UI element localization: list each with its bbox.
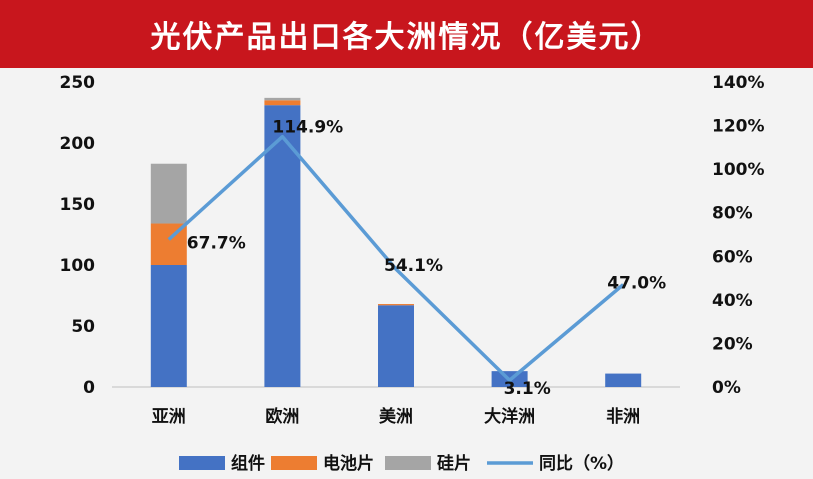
legend-label: 组件 (231, 453, 265, 474)
y2-tick-label: 100% (712, 160, 765, 180)
y-tick-label: 100 (60, 256, 96, 276)
y-tick-label: 0 (83, 378, 95, 398)
yoy-data-label: 114.9% (272, 118, 343, 138)
yoy-data-label: 47.0% (607, 274, 666, 294)
legend-swatch (385, 456, 431, 470)
y2-tick-label: 140% (712, 73, 765, 93)
bar-cells (378, 304, 414, 306)
bar-wafers (150, 163, 187, 224)
y2-tick-label: 80% (712, 204, 753, 224)
bar-components (150, 265, 187, 387)
chart-title: 光伏产品出口各大洲情况（亿美元） (150, 20, 663, 55)
yoy-data-label: 3.1% (504, 379, 551, 399)
legend-label: 电池片 (323, 453, 374, 474)
title-bar: 光伏产品出口各大洲情况（亿美元） (0, 0, 813, 68)
y-tick-label: 50 (71, 317, 95, 337)
legend-label: 同比（%） (539, 453, 624, 474)
bar-components (378, 305, 414, 387)
bar-cells (264, 100, 301, 106)
legend-label: 硅片 (437, 453, 471, 474)
yoy-line (167, 134, 625, 382)
category-label: 亚洲 (152, 407, 186, 427)
y-tick-label: 200 (60, 134, 96, 154)
y2-tick-label: 20% (712, 334, 753, 354)
bar-components (605, 373, 642, 387)
category-label: 大洋洲 (484, 406, 535, 427)
y-tick-label: 250 (60, 73, 96, 93)
y2-tick-label: 60% (712, 247, 753, 267)
y-tick-label: 150 (60, 195, 96, 215)
y2-tick-label: 120% (712, 117, 765, 137)
category-label: 欧洲 (265, 406, 299, 427)
category-label: 非洲 (606, 406, 640, 427)
yoy-data-label: 54.1% (384, 256, 443, 276)
bar-wafers (264, 97, 301, 101)
y2-tick-label: 40% (712, 291, 753, 311)
yoy-data-label: 67.7% (187, 234, 246, 254)
category-label: 美洲 (379, 406, 413, 427)
legend-swatch (271, 456, 317, 470)
legend-swatch (179, 456, 225, 470)
y2-tick-label: 0% (712, 378, 741, 398)
